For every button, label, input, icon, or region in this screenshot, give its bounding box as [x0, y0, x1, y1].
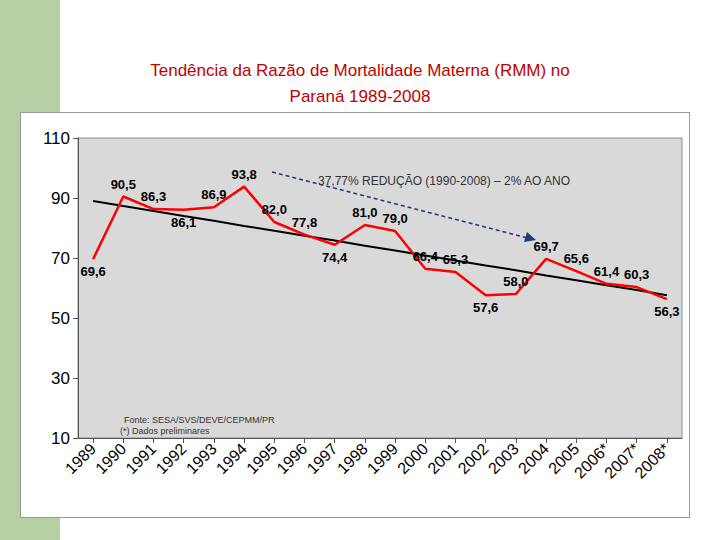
svg-text:82,0: 82,0 [262, 202, 287, 217]
svg-text:2007*: 2007* [601, 440, 643, 482]
svg-text:69,6: 69,6 [80, 264, 105, 279]
svg-text:2000: 2000 [394, 440, 431, 477]
svg-text:1990: 1990 [92, 440, 129, 477]
svg-text:Tendência da Razão de Mortalid: Tendência da Razão de Mortalidade Matern… [150, 61, 570, 80]
svg-text:1989: 1989 [62, 440, 99, 477]
svg-text:77,8: 77,8 [292, 215, 317, 230]
svg-text:61,4: 61,4 [594, 264, 620, 279]
svg-text:86,9: 86,9 [201, 187, 226, 202]
svg-text:57,6: 57,6 [473, 300, 498, 315]
svg-text:Fonte: SESA/SVS/DEVE/CEPMM/PR: Fonte: SESA/SVS/DEVE/CEPMM/PR [124, 415, 275, 425]
svg-text:70: 70 [51, 249, 70, 268]
svg-text:86,3: 86,3 [141, 189, 166, 204]
svg-text:66,4: 66,4 [413, 249, 439, 264]
svg-text:56,3: 56,3 [654, 304, 679, 319]
svg-text:90: 90 [51, 189, 70, 208]
svg-text:1995: 1995 [243, 440, 280, 477]
svg-text:1996: 1996 [273, 440, 310, 477]
svg-text:1997: 1997 [304, 440, 341, 477]
svg-text:1998: 1998 [334, 440, 371, 477]
svg-text:58,0: 58,0 [503, 274, 528, 289]
svg-text:90,5: 90,5 [111, 177, 136, 192]
svg-text:86,1: 86,1 [171, 215, 196, 230]
svg-text:79,0: 79,0 [382, 211, 407, 226]
svg-text:2004: 2004 [515, 440, 552, 477]
svg-text:50: 50 [51, 309, 70, 328]
svg-text:37,77% REDUÇÃO (1990-2008) – 2: 37,77% REDUÇÃO (1990-2008) – 2% AO ANO [318, 174, 570, 188]
svg-text:65,3: 65,3 [443, 252, 468, 267]
svg-text:Paraná 1989-2008: Paraná 1989-2008 [290, 87, 431, 106]
svg-text:1994: 1994 [213, 440, 250, 477]
svg-text:1992: 1992 [153, 440, 190, 477]
svg-text:2001: 2001 [424, 440, 461, 477]
svg-text:2002: 2002 [455, 440, 492, 477]
svg-text:81,0: 81,0 [352, 205, 377, 220]
svg-text:60,3: 60,3 [624, 267, 649, 282]
svg-text:30: 30 [51, 369, 70, 388]
svg-text:(*) Dados preliminares: (*) Dados preliminares [120, 426, 210, 436]
svg-text:69,7: 69,7 [533, 239, 558, 254]
svg-text:65,6: 65,6 [564, 251, 589, 266]
svg-text:1993: 1993 [183, 440, 220, 477]
svg-text:2005: 2005 [545, 440, 583, 478]
svg-text:2008*: 2008* [631, 440, 673, 482]
svg-text:110: 110 [43, 129, 70, 148]
svg-text:10: 10 [51, 429, 70, 448]
svg-text:1999: 1999 [364, 440, 401, 477]
svg-text:93,8: 93,8 [231, 167, 256, 182]
svg-text:1991: 1991 [122, 440, 159, 477]
svg-text:2003: 2003 [485, 440, 522, 477]
svg-text:74,4: 74,4 [322, 250, 348, 265]
svg-text:2006*: 2006* [570, 440, 613, 482]
